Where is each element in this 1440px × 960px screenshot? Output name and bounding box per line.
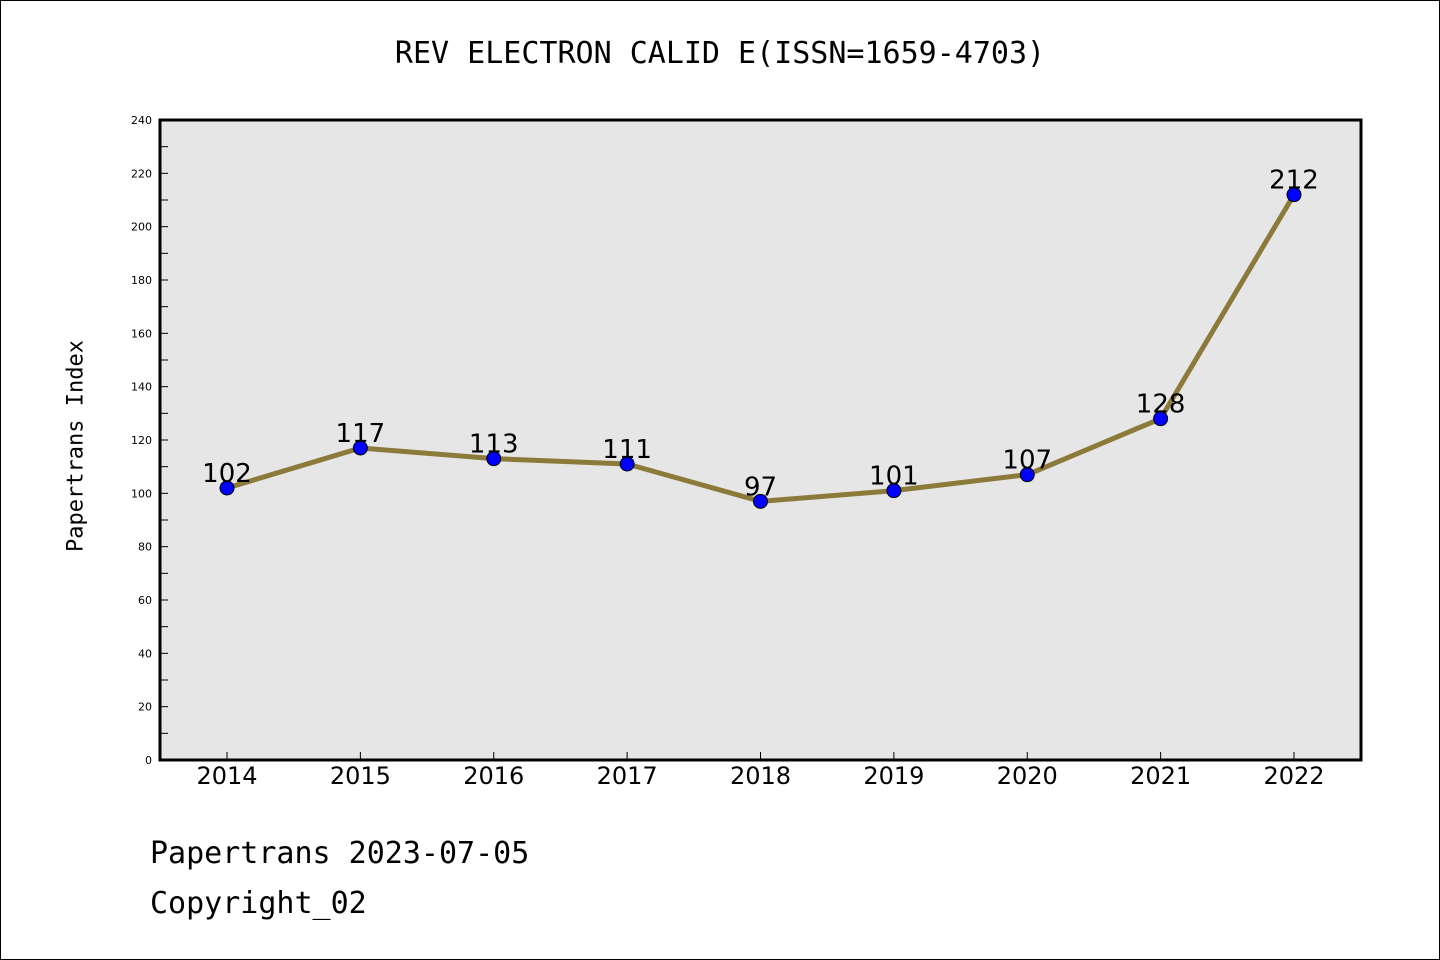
y-tick-label: 80 [138,541,152,554]
data-point [1019,467,1035,483]
plot-area: 0 20 40 60 80 100 120 140 160 180 200 220 240 2014 201… [131,114,1363,790]
x-tick-label: 2021 [1130,762,1191,790]
data-point [619,456,635,472]
y-tick-label: 120 [131,434,152,447]
y-tick-label: 240 [131,114,152,127]
y-tick-label: 200 [131,221,152,234]
footer-date: Papertrans 2023-07-05 [150,836,530,871]
footer-copyright: Copyright_02 [150,886,367,921]
y-tick-label: 20 [138,701,152,714]
data-label: 212 [1269,166,1319,196]
data-point [886,483,902,499]
y-tick-label: 60 [138,594,152,607]
data-point [753,493,768,509]
x-tick-label: 2020 [997,762,1058,790]
data-label: 101 [869,462,919,492]
chart-title: REV ELECTRON CALID E(ISSN=1659-4703) [394,36,1046,71]
y-tick-label: 140 [131,381,152,394]
y-tick-label: 100 [131,487,152,500]
data-label: 107 [1002,446,1052,476]
x-tick-label: 2016 [463,762,524,790]
x-tick-label: 2015 [330,762,391,790]
data-label: 113 [469,430,519,460]
data-point [352,440,368,456]
data-label: 111 [602,435,652,465]
data-point [219,480,235,496]
y-tick-label: 160 [131,327,152,340]
plot-border [158,118,1363,762]
data-point [1286,187,1302,203]
data-label: 97 [744,472,777,502]
x-tick-label: 2019 [863,762,924,790]
plot-background [160,120,1361,760]
y-tick-label: 180 [131,274,152,287]
y-tick-label: 0 [145,754,152,767]
data-point [1153,411,1169,427]
y-tick-label: 40 [138,647,152,660]
data-label: 117 [336,419,386,449]
x-tick-label: 2014 [196,762,257,790]
data-point [486,451,502,467]
y-tick-label: 220 [131,167,152,180]
x-tick-label: 2022 [1263,762,1324,790]
data-label: 128 [1136,390,1186,420]
data-label: 102 [202,459,252,489]
x-tick-label: 2017 [597,762,658,790]
x-tick-label: 2018 [730,762,791,790]
